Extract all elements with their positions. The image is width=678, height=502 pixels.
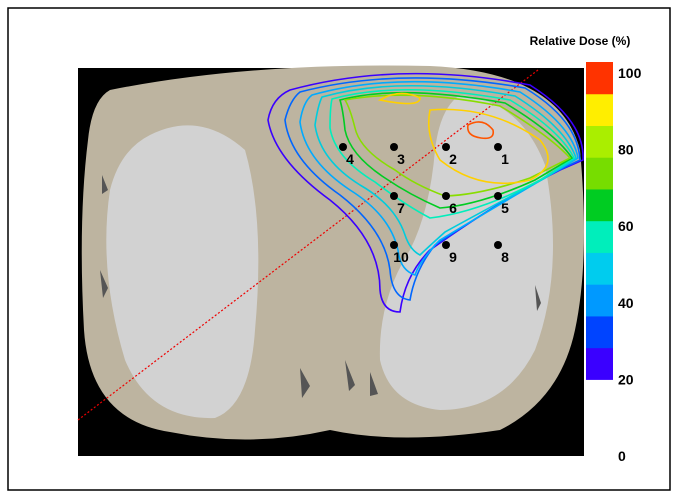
- colorbar-step: [586, 315, 613, 349]
- point-label: 6: [449, 200, 457, 216]
- point-marker: [442, 241, 450, 249]
- colorbar-tick-label: 20: [618, 371, 634, 387]
- colorbar-step: [586, 252, 613, 285]
- point-label: 9: [449, 249, 457, 265]
- point-marker: [494, 143, 502, 151]
- point-label: 10: [393, 249, 409, 265]
- point-label: 8: [501, 249, 509, 265]
- colorbar-tick-label: 0: [618, 448, 626, 464]
- colorbar-step: [586, 284, 613, 317]
- point-marker: [494, 192, 502, 200]
- colorbar-tick-label: 100: [618, 65, 642, 81]
- point-marker: [339, 143, 347, 151]
- point-label: 2: [449, 151, 457, 167]
- point-marker: [442, 143, 450, 151]
- point-label: 3: [397, 151, 405, 167]
- isodose-lines: [267, 72, 584, 313]
- right-lung: [106, 125, 259, 419]
- point-marker: [442, 192, 450, 200]
- left-lung: [379, 95, 553, 410]
- point-label: 1: [501, 151, 509, 167]
- colorbar-step: [586, 220, 613, 253]
- colorbar-title: Relative Dose (%): [530, 34, 631, 48]
- point-label: 7: [397, 200, 405, 216]
- colorbar-tick-label: 60: [618, 218, 634, 234]
- points: 1 2 3 4 5 6 7 8 9 10: [339, 143, 509, 265]
- point-label: 5: [501, 200, 509, 216]
- point-marker: [390, 192, 398, 200]
- colorbar-tick-label: 40: [618, 295, 634, 311]
- colorbar-step: [586, 157, 613, 190]
- colorbar: 0 20 40 60 80 100: [586, 62, 642, 464]
- colorbar-tick-label: 80: [618, 142, 634, 158]
- colorbar-step: [586, 347, 613, 380]
- colorbar-step: [586, 62, 613, 95]
- point-marker: [390, 143, 398, 151]
- point-label: 4: [346, 151, 354, 167]
- point-marker: [494, 241, 502, 249]
- point-marker: [390, 241, 398, 249]
- colorbar-step: [586, 93, 613, 126]
- colorbar-step: [586, 188, 613, 222]
- beam-axis: [77, 69, 539, 421]
- colorbar-step: [586, 125, 613, 158]
